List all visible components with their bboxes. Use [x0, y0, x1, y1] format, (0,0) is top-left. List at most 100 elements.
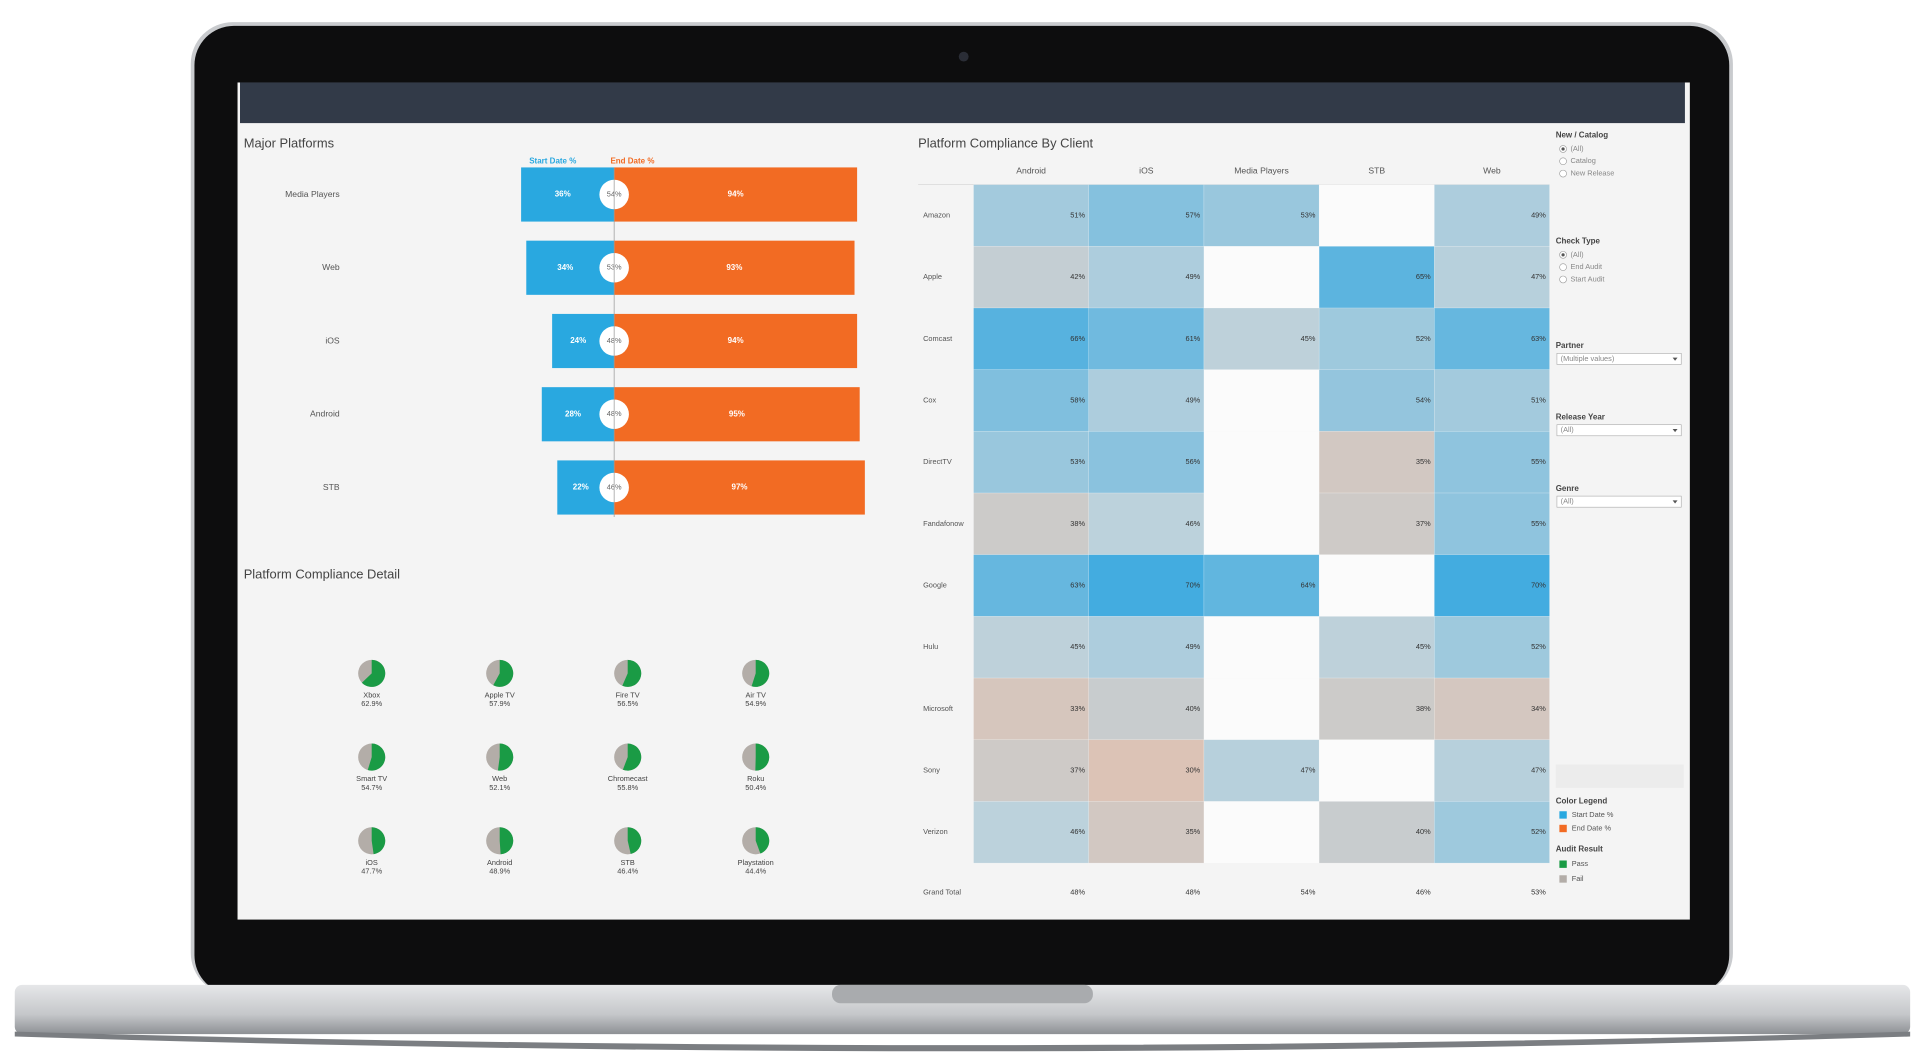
heat-cell — [973, 307, 1089, 370]
dropdown-value[interactable]: (All) — [1561, 425, 1574, 434]
pie-label: Chromecast — [608, 774, 648, 783]
dropdown-arrow[interactable] — [1672, 357, 1678, 361]
pie-value: 46.4% — [617, 867, 638, 876]
data-label: 94% — [728, 190, 744, 199]
cell-label: 38% — [1070, 519, 1085, 528]
pie-slice-pass — [751, 659, 770, 687]
pie-slice-pass — [622, 659, 642, 687]
cell-label: 47% — [1531, 766, 1546, 775]
cell-label: 52% — [1531, 642, 1546, 651]
empty-cell — [1203, 369, 1320, 432]
cell-label: 30% — [1185, 766, 1200, 775]
radio-label[interactable]: (All) — [1570, 250, 1583, 259]
legend-entry: Pass — [1572, 859, 1589, 868]
category-label: Web — [322, 262, 340, 272]
empty-cell — [1203, 431, 1320, 494]
laptop-base-shadow — [14, 1031, 1911, 1052]
total-value: 48% — [1185, 887, 1200, 896]
data-label: 94% — [728, 336, 744, 345]
pie-slice-pass — [493, 659, 514, 687]
data-label: 28% — [565, 409, 581, 418]
empty-cell — [1203, 801, 1320, 864]
radio-label[interactable]: New Release — [1570, 169, 1614, 178]
heat-cell — [973, 801, 1089, 864]
cell-label: 53% — [1070, 457, 1085, 466]
radio-button[interactable] — [1559, 157, 1567, 166]
heat-cell — [1088, 307, 1205, 370]
total-label: Grand Total — [923, 887, 961, 896]
cell-label: 55% — [1531, 457, 1546, 466]
filter-title: Genre — [1556, 484, 1580, 493]
pie-value: 48.9% — [489, 867, 510, 876]
cell-label: 49% — [1185, 272, 1200, 281]
legend-swatch — [1559, 875, 1567, 883]
dropdown[interactable] — [1556, 353, 1682, 365]
legend-entry: Fail — [1572, 874, 1584, 883]
data-label: 93% — [726, 263, 742, 272]
column-header: Android — [1016, 165, 1046, 175]
row-label: Google — [923, 580, 947, 589]
dropdown-value[interactable]: (Multiple values) — [1561, 354, 1615, 363]
legend-title: Audit Result — [1556, 845, 1603, 854]
dropdown-arrow[interactable] — [1672, 429, 1678, 433]
empty-cell — [1319, 184, 1435, 247]
radio-button[interactable] — [1559, 275, 1567, 284]
laptop-notch — [832, 984, 1093, 1004]
cell-label: 66% — [1070, 334, 1085, 343]
data-label: 34% — [557, 263, 573, 272]
pie-label: STB — [621, 858, 635, 867]
cell-label: 49% — [1185, 642, 1200, 651]
cell-label: 58% — [1070, 395, 1085, 404]
dropdown-value[interactable]: (All) — [1561, 497, 1574, 506]
heat-cell — [1318, 369, 1435, 432]
total-value: 54% — [1301, 887, 1316, 896]
pie-label: iOS — [366, 858, 378, 867]
heat-cell — [1318, 307, 1435, 370]
column-header: iOS — [1139, 165, 1154, 175]
pie-slice-pass — [361, 659, 386, 687]
cell-label: 63% — [1070, 580, 1085, 589]
cell-label: 33% — [1070, 704, 1085, 713]
radio-button[interactable] — [1559, 169, 1567, 178]
radio-label[interactable]: Start Audit — [1570, 274, 1604, 283]
dropdown[interactable] — [1556, 495, 1682, 508]
row-label: DirectTV — [923, 457, 952, 466]
heat-cell — [1434, 492, 1550, 555]
pie-label: Playstation — [738, 858, 774, 867]
pie-value: 52.1% — [489, 783, 510, 792]
empty-cell — [1203, 616, 1320, 679]
cell-label: 52% — [1416, 334, 1431, 343]
heat-cell — [1434, 739, 1550, 802]
cell-label: 54% — [1416, 395, 1431, 404]
heat-cell — [1088, 677, 1205, 740]
radio-label[interactable]: (All) — [1570, 144, 1583, 153]
dropdown-arrow[interactable] — [1672, 500, 1678, 504]
cell-label: 38% — [1416, 704, 1431, 713]
radio-label[interactable]: End Audit — [1570, 262, 1602, 271]
heat-cell — [1203, 307, 1320, 370]
pie-label: Roku — [747, 774, 764, 783]
cell-label: 70% — [1185, 580, 1200, 589]
heat-cell — [973, 492, 1089, 555]
heat-cell — [1434, 246, 1550, 309]
data-label: 22% — [573, 483, 589, 492]
radio-button[interactable] — [1559, 263, 1567, 271]
pie-value: 56.5% — [617, 699, 638, 708]
bar — [614, 313, 858, 369]
bar — [614, 460, 865, 515]
cell-label: 35% — [1185, 827, 1200, 836]
dropdown[interactable] — [1556, 424, 1682, 437]
cell-label: 40% — [1416, 827, 1431, 836]
cell-label: 46% — [1185, 519, 1200, 528]
heat-cell — [973, 554, 1089, 617]
empty-cell — [1203, 246, 1320, 309]
pie-label: Air TV — [746, 690, 766, 699]
cell-label: 65% — [1416, 272, 1431, 281]
heat-cell — [1088, 616, 1205, 679]
heat-cell — [1318, 616, 1435, 679]
cell-label: 45% — [1416, 642, 1431, 651]
radio-label[interactable]: Catalog — [1570, 156, 1595, 165]
heat-cell — [973, 369, 1089, 432]
legend-title: Color Legend — [1556, 797, 1608, 806]
